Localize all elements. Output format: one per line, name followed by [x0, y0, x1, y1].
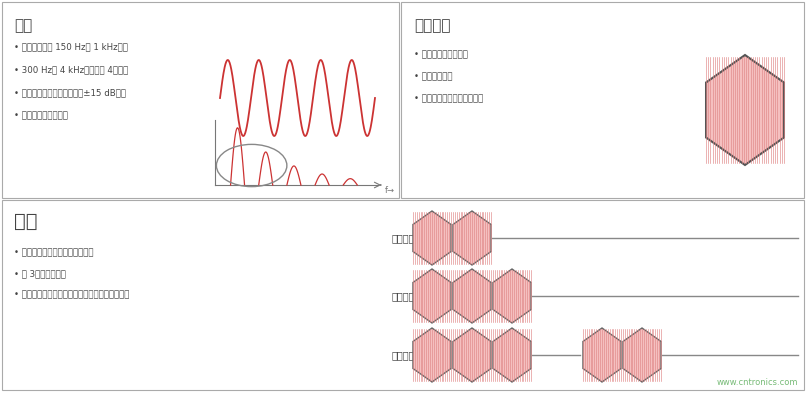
Polygon shape — [493, 328, 531, 382]
Polygon shape — [413, 211, 451, 265]
Text: • 应在声域中测量谐波: • 应在声域中测量谐波 — [14, 111, 68, 120]
Text: 脉冲包络: 脉冲包络 — [414, 18, 451, 33]
Text: 中优先级: 中优先级 — [392, 291, 415, 301]
Polygon shape — [453, 328, 491, 382]
Bar — [2, 200, 804, 390]
Bar — [401, 2, 804, 198]
Text: • 在声域中测量: • 在声域中测量 — [414, 72, 452, 81]
Polygon shape — [493, 269, 531, 323]
Polygon shape — [413, 269, 451, 323]
Text: f→: f→ — [385, 186, 395, 195]
Polygon shape — [706, 55, 784, 165]
Text: 高优先级: 高优先级 — [392, 350, 415, 360]
Text: • 脉冲频率应在 150 Hz和 1 kHz之间: • 脉冲频率应在 150 Hz和 1 kHz之间 — [14, 42, 128, 51]
Text: • 有 3个警报优先级: • 有 3个警报优先级 — [14, 269, 66, 278]
Text: • 指定上升和下降时间: • 指定上升和下降时间 — [414, 50, 467, 59]
Polygon shape — [623, 328, 661, 382]
Text: • 制造商可根据自己的偏好选择不同的时间和频率: • 制造商可根据自己的偏好选择不同的时间和频率 — [14, 290, 130, 299]
Text: • 突发模式根据警报优先级而变化: • 突发模式根据警报优先级而变化 — [14, 248, 93, 257]
Text: • 这四个谐波之间的读差应在±15 dB之内: • 这四个谐波之间的读差应在±15 dB之内 — [14, 88, 126, 97]
Polygon shape — [583, 328, 621, 382]
Polygon shape — [453, 211, 491, 265]
Text: www.cntronics.com: www.cntronics.com — [717, 378, 798, 387]
Text: • 该信号块在警报突发内重复: • 该信号块在警报突发内重复 — [414, 94, 484, 103]
Polygon shape — [413, 328, 451, 382]
Text: 脉冲: 脉冲 — [14, 18, 32, 33]
Bar — [2, 2, 399, 198]
Text: • 300 Hz和 4 kHz之间应有 4个谐波: • 300 Hz和 4 kHz之间应有 4个谐波 — [14, 65, 128, 74]
Polygon shape — [453, 269, 491, 323]
Text: 突发: 突发 — [14, 212, 38, 231]
Text: 低优先级: 低优先级 — [392, 233, 415, 243]
